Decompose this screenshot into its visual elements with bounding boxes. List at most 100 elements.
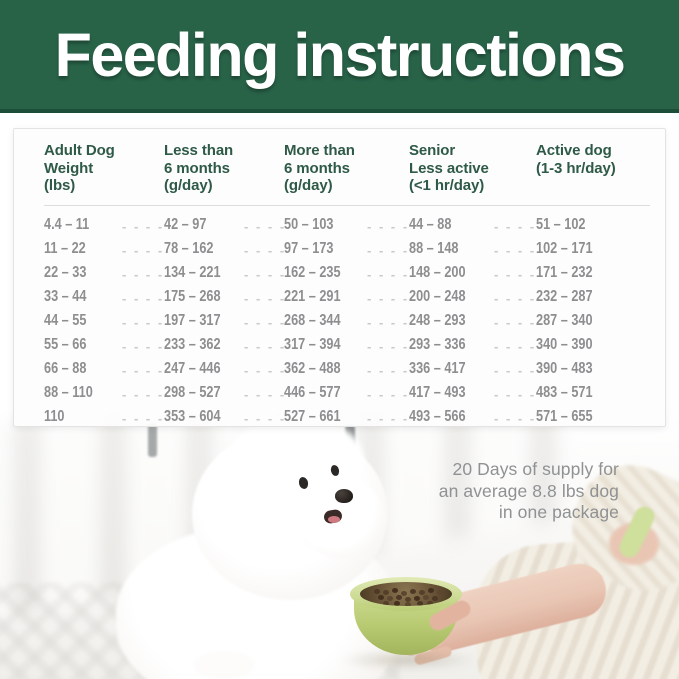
dotted-leader: - - - - <box>494 242 536 258</box>
blurred-furniture-leg <box>148 423 157 457</box>
column-header-line: Less than <box>164 142 234 159</box>
column-header-line: (lbs) <box>44 177 76 194</box>
table-cell: 4.4 – 11 <box>44 215 90 233</box>
table-cell: 44 – 88 <box>409 215 452 233</box>
dog-tongue <box>328 516 340 523</box>
table-row: 44 – 55- - - -197 – 317- - - -268 – 344-… <box>44 309 650 333</box>
dog-nose <box>335 489 353 503</box>
dotted-leader: - - - - <box>244 266 284 282</box>
dotted-leader: - - - - <box>494 362 536 378</box>
dotted-leader: - - - - <box>244 290 284 306</box>
table-cell: 417 – 493 <box>409 383 466 401</box>
dotted-leader: - - - - <box>244 338 284 354</box>
dotted-leader: - - - - <box>122 266 164 282</box>
column-header: More than 6 months (g/day) <box>284 142 409 195</box>
dotted-leader: - - - - <box>122 242 164 258</box>
table-cell: 353 – 604 <box>164 407 221 425</box>
column-header-line: Senior <box>409 142 456 159</box>
table-cell: 483 – 571 <box>536 383 593 401</box>
table-row: 33 – 44- - - -175 – 268- - - -221 – 291-… <box>44 285 650 309</box>
dotted-leader: - - - - <box>367 266 409 282</box>
table-cell: 571 – 655 <box>536 407 593 425</box>
table-cell: 287 – 340 <box>536 311 593 329</box>
table-cell: 298 – 527 <box>164 383 221 401</box>
dotted-leader: - - - - <box>122 218 164 234</box>
table-cell: 248 – 293 <box>409 311 466 329</box>
column-header: Less than 6 months (g/day) <box>164 142 284 195</box>
table-cell: 97 – 173 <box>284 239 334 257</box>
header-banner: Feeding instructions <box>0 0 679 113</box>
dotted-leader: - - - - <box>494 410 536 426</box>
table-cell: 336 – 417 <box>409 359 466 377</box>
table-cell: 88 – 110 <box>44 383 93 401</box>
kibble <box>374 589 380 594</box>
table-cell: 233 – 362 <box>164 335 221 353</box>
column-header-line: Adult Dog <box>44 142 115 159</box>
table-cell: 33 – 44 <box>44 287 87 305</box>
table-row: 66 – 88- - - -247 – 446- - - -362 – 488-… <box>44 357 650 381</box>
dotted-leader: - - - - <box>494 314 536 330</box>
dotted-leader: - - - - <box>122 338 164 354</box>
table-cell: 197 – 317 <box>164 311 221 329</box>
dotted-leader: - - - - <box>494 290 536 306</box>
dotted-leader: - - - - <box>367 242 409 258</box>
dotted-leader: - - - - <box>244 242 284 258</box>
dotted-leader: - - - - <box>122 386 164 402</box>
table-row: 11 – 22- - - -78 – 162- - - -97 – 173- -… <box>44 237 650 261</box>
table-cell: 66 – 88 <box>44 359 87 377</box>
supply-note-line: in one package <box>498 502 619 522</box>
table-row: 88 – 110- - - -298 – 527- - - -446 – 577… <box>44 381 650 405</box>
supply-note-line: 20 Days of supply for <box>452 459 619 479</box>
column-header-line: 6 months <box>164 159 230 177</box>
table-cell: 22 – 33 <box>44 263 87 281</box>
table-cell: 446 – 577 <box>284 383 341 401</box>
table-row: 22 – 33- - - -134 – 221- - - -162 – 235-… <box>44 261 650 285</box>
supply-note: 20 Days of supply for an average 8.8 lbs … <box>439 459 619 524</box>
table-cell: 44 – 55 <box>44 311 87 329</box>
dotted-leader: - - - - <box>367 314 409 330</box>
table-cell: 78 – 162 <box>164 239 214 257</box>
dotted-leader: - - - - <box>244 410 284 426</box>
table-cell: 247 – 446 <box>164 359 221 377</box>
dotted-leader: - - - - <box>244 314 284 330</box>
column-header: Active dog (1-3 hr/day) <box>536 142 650 177</box>
table-cell: 134 – 221 <box>164 263 221 281</box>
dog-paw <box>194 651 254 679</box>
table-cell: 232 – 287 <box>536 287 593 305</box>
dotted-leader: - - - - <box>122 314 164 330</box>
dotted-leader: - - - - <box>367 290 409 306</box>
table-cell: 293 – 336 <box>409 335 466 353</box>
table-cell: 11 – 22 <box>44 239 86 257</box>
column-header-line: Less active <box>409 159 489 177</box>
bowl-kibble-area <box>360 582 452 606</box>
table-cell: 42 – 97 <box>164 215 207 233</box>
dotted-leader: - - - - <box>122 362 164 378</box>
table-cell: 171 – 232 <box>536 263 593 281</box>
bowl-shadow <box>338 651 478 669</box>
photo-area <box>0 413 679 679</box>
table-cell: 493 – 566 <box>409 407 466 425</box>
table-cell: 527 – 661 <box>284 407 341 425</box>
table-header-row: Adult Dog Weight (lbs) Less than 6 months (g/… <box>44 129 650 206</box>
dotted-leader: - - - - <box>494 266 536 282</box>
dotted-leader: - - - - <box>494 338 536 354</box>
column-header-line: (1-3 hr/day) <box>536 159 616 177</box>
dotted-leader: - - - - <box>367 362 409 378</box>
table-cell: 50 – 103 <box>284 215 334 233</box>
dotted-leader: - - - - <box>367 386 409 402</box>
table-cell: 340 – 390 <box>536 335 593 353</box>
column-header-line: (g/day) <box>164 177 213 194</box>
dotted-leader: - - - - <box>367 410 409 426</box>
supply-note-line: an average 8.8 lbs dog <box>438 480 619 501</box>
dotted-leader: - - - - <box>367 218 409 234</box>
table-row: 4.4 – 11- - - -42 – 97- - - -50 – 103- -… <box>44 213 650 237</box>
table-row: 55 – 66- - - -233 – 362- - - -317 – 394-… <box>44 333 650 357</box>
dotted-leader: - - - - <box>122 410 164 426</box>
table-cell: 51 – 102 <box>536 215 586 233</box>
table-cell: 221 – 291 <box>284 287 341 305</box>
table-body: 4.4 – 11- - - -42 – 97- - - -50 – 103- -… <box>44 206 650 429</box>
column-header-line: Active dog <box>536 142 612 159</box>
dotted-leader: - - - - <box>244 218 284 234</box>
table-cell: 162 – 235 <box>284 263 341 281</box>
